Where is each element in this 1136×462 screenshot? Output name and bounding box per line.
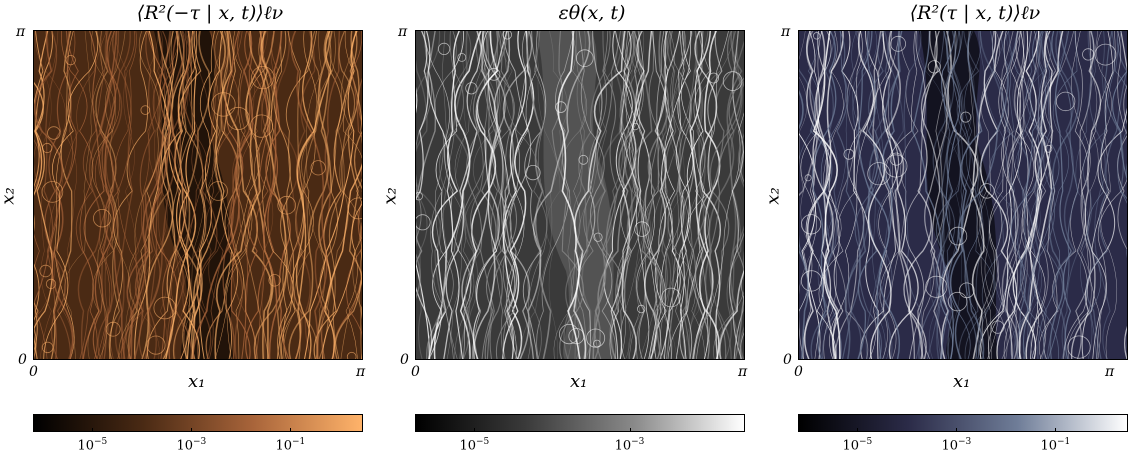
- x-tick-right: π: [1105, 364, 1115, 380]
- colorbar: [798, 414, 1128, 432]
- colorbar-tick-label: 10−5: [842, 437, 873, 454]
- y-tick-bottom: 0: [783, 352, 792, 368]
- colorbar-tick-label: 10−5: [459, 437, 490, 454]
- colorbar-tick-mark: [629, 428, 631, 432]
- colorbar-tick-label: 10−3: [176, 437, 207, 454]
- x-tick-left: 0: [29, 364, 38, 380]
- y-tick-bottom: 0: [400, 352, 409, 368]
- panel-title: ⟨R²(τ | x, t)⟩ℓν: [909, 2, 1041, 24]
- y-axis-label: x₂: [379, 187, 401, 205]
- colorbar-tick-mark: [191, 428, 193, 432]
- x-tick-right: π: [356, 364, 366, 380]
- colorbar-tick-label: 10−5: [77, 437, 108, 454]
- colorbar-tick-mark: [1055, 428, 1057, 432]
- x-tick-left: 0: [411, 364, 420, 380]
- field-plot: [799, 31, 1127, 359]
- panel-backward-dispersion: ⟨R²(−τ | x, t)⟩ℓν π 0 x₂ 0 π x₁ 10−5 10−3…: [0, 0, 380, 462]
- field-image: [798, 30, 1128, 360]
- panel-scalar-dissipation: εθ(x, t) π 0 x₂ 0 π x₁ 10−5 10−3: [379, 0, 762, 462]
- y-tick-top: π: [16, 24, 26, 40]
- field-image: [415, 30, 745, 360]
- panel-title: εθ(x, t): [558, 2, 626, 24]
- field-image: [33, 30, 363, 360]
- x-axis-label: x₁: [188, 371, 206, 392]
- x-axis-label: x₁: [953, 371, 971, 392]
- colorbar-tick-mark: [92, 428, 94, 432]
- y-axis-label: x₂: [762, 187, 784, 205]
- colorbar-tick-mark: [956, 428, 958, 432]
- panel-title: ⟨R²(−τ | x, t)⟩ℓν: [136, 2, 284, 24]
- field-plot: [416, 31, 744, 359]
- panel-forward-dispersion: ⟨R²(τ | x, t)⟩ℓν π 0 x₂ 0 π x₁ 10−5 10−3 1…: [762, 0, 1136, 462]
- colorbar-tick-mark: [857, 428, 859, 432]
- x-axis-label: x₁: [570, 371, 588, 392]
- x-tick-right: π: [738, 364, 748, 380]
- colorbar-tick-label: 10−3: [941, 437, 972, 454]
- colorbar-tick-mark: [290, 428, 292, 432]
- colorbar-tick-label: 10−1: [1040, 437, 1071, 454]
- y-tick-top: π: [781, 24, 791, 40]
- y-tick-top: π: [398, 24, 408, 40]
- colorbar-tick-label: 10−1: [275, 437, 306, 454]
- colorbar: [33, 414, 363, 432]
- field-plot: [34, 31, 362, 359]
- y-axis-label: x₂: [0, 187, 19, 205]
- x-tick-left: 0: [794, 364, 803, 380]
- colorbar-tick-label: 10−3: [614, 437, 645, 454]
- y-tick-bottom: 0: [18, 352, 27, 368]
- colorbar: [415, 414, 745, 432]
- colorbar-tick-mark: [474, 428, 476, 432]
